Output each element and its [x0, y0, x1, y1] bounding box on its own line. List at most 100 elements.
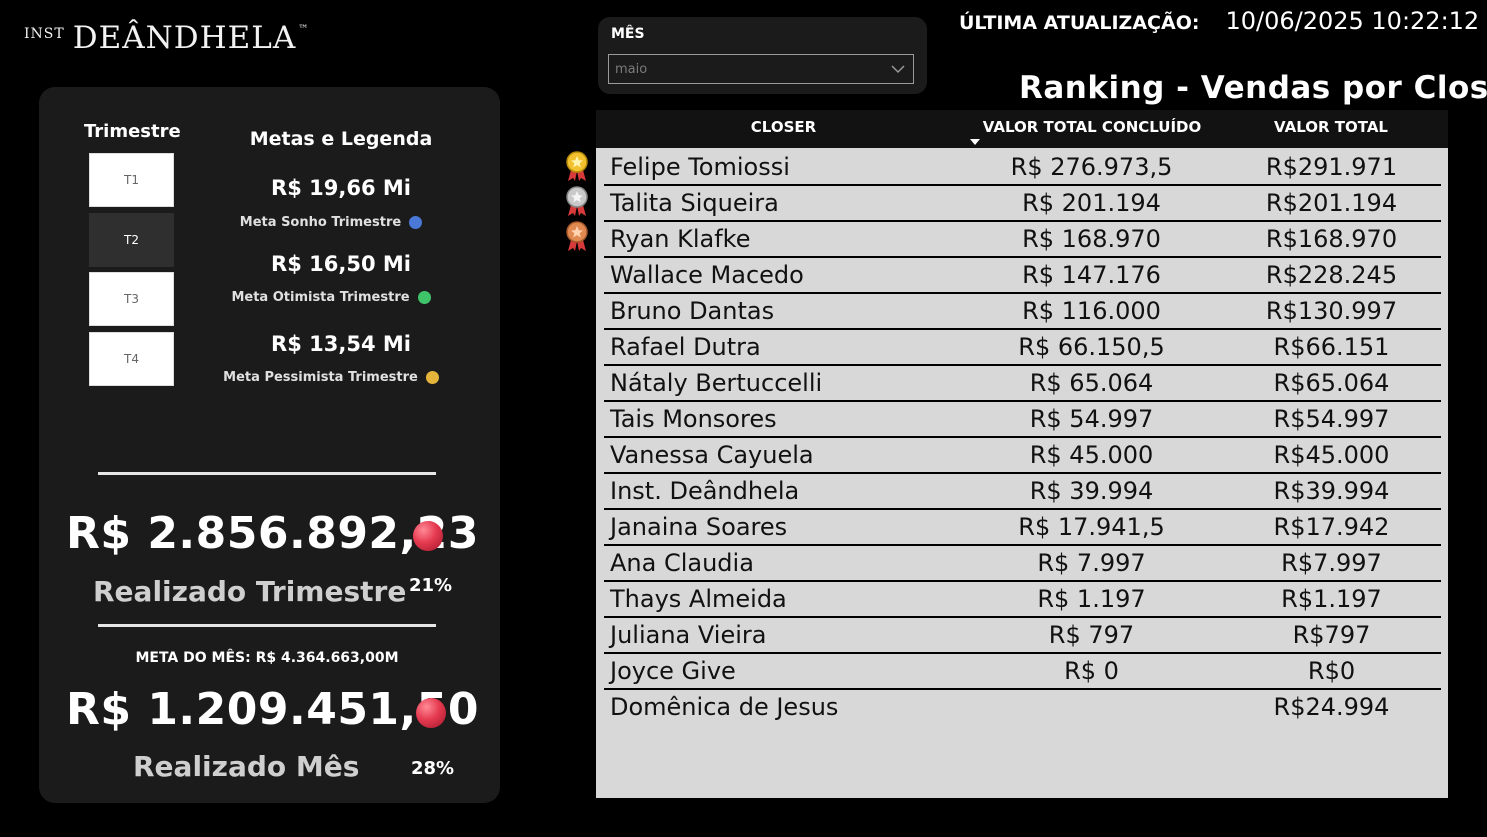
realizado-trimestre-value: R$ 2.856.892,23	[66, 508, 479, 559]
metas-title: Metas e Legenda	[249, 128, 433, 150]
closer-name: Janaina Soares	[610, 513, 788, 541]
last-update-label: ÚLTIMA ATUALIZAÇÃO:	[959, 12, 1200, 34]
table-row[interactable]: Rafael Dutra R$ 66.150,5 R$66.151	[604, 330, 1441, 366]
valor-total-concluido: R$ 45.000	[1029, 441, 1154, 469]
logo-name: DEÂNDHELA	[72, 20, 297, 56]
closer-name: Ryan Klafke	[610, 225, 751, 253]
column-header-valor-concluido[interactable]: VALOR TOTAL CONCLUÍDO	[982, 118, 1202, 136]
realizado-mes-label: Realizado Mês	[133, 750, 360, 783]
gold-medal-icon	[566, 151, 588, 181]
meta-otimista-value: R$ 16,50 Mi	[271, 252, 411, 276]
sort-desc-icon[interactable]	[970, 139, 980, 145]
closer-name: Domênica de Jesus	[610, 693, 839, 721]
realizado-mes-percent: 28%	[411, 758, 455, 779]
meta-otimista-label: Meta Otimista Trimestre	[231, 290, 410, 305]
valor-total-concluido: R$ 65.064	[1029, 369, 1154, 397]
meta-otimista-legend: Meta Otimista Trimestre	[206, 290, 456, 305]
valor-total-concluido: R$ 66.150,5	[1018, 333, 1165, 361]
valor-total: R$228.245	[1265, 261, 1398, 289]
trimestre-title: Trimestre	[84, 121, 181, 142]
trimestre-button-t3[interactable]: T3	[89, 272, 174, 326]
closer-name: Rafael Dutra	[610, 333, 761, 361]
closer-name: Vanessa Cayuela	[610, 441, 814, 469]
valor-total-concluido: R$ 201.194	[1022, 189, 1161, 217]
valor-total: R$130.997	[1265, 297, 1398, 325]
closer-name: Joyce Give	[610, 657, 736, 685]
table-row[interactable]: Talita Siqueira R$ 201.194 R$201.194	[604, 186, 1441, 222]
table-row[interactable]: Joyce Give R$ 0 R$0	[604, 654, 1441, 690]
month-filter: MÊS maio	[598, 17, 927, 94]
valor-total-concluido: R$ 168.970	[1022, 225, 1161, 253]
valor-total: R$54.997	[1273, 405, 1390, 433]
table-row[interactable]: Wallace Macedo R$ 147.176 R$228.245	[604, 258, 1441, 294]
realizado-mes-value: R$ 1.209.451,50	[66, 684, 479, 735]
valor-total: R$797	[1292, 621, 1371, 649]
valor-total-concluido: R$ 1.197	[1037, 585, 1146, 613]
meta-mes-text: META DO MÊS: R$ 4.364.663,00M	[135, 650, 399, 666]
table-row[interactable]: Tais Monsores R$ 54.997 R$54.997	[604, 402, 1441, 438]
valor-total: R$17.942	[1273, 513, 1390, 541]
status-red-icon	[416, 698, 446, 728]
valor-total-concluido: R$ 0	[1064, 657, 1119, 685]
valor-total-concluido: R$ 147.176	[1022, 261, 1161, 289]
valor-total: R$45.000	[1273, 441, 1390, 469]
ranking-table: CLOSER VALOR TOTAL CONCLUÍDO VALOR TOTAL…	[596, 110, 1448, 798]
trimestre-button-t1[interactable]: T1	[89, 153, 174, 207]
meta-pessimista-legend: Meta Pessimista Trimestre	[206, 370, 456, 385]
silver-medal-icon	[566, 186, 588, 216]
divider-top	[98, 472, 436, 475]
valor-total-concluido: R$ 39.994	[1029, 477, 1154, 505]
valor-total-concluido: R$ 797	[1048, 621, 1135, 649]
table-row[interactable]: Nátaly Bertuccelli R$ 65.064 R$65.064	[604, 366, 1441, 402]
valor-total: R$65.064	[1273, 369, 1390, 397]
bronze-medal-icon	[566, 221, 588, 251]
table-row[interactable]: Juliana Vieira R$ 797 R$797	[604, 618, 1441, 654]
valor-total-concluido: R$ 276.973,5	[1010, 153, 1173, 181]
table-row[interactable]: Ryan Klafke R$ 168.970 R$168.970	[604, 222, 1441, 258]
chevron-down-icon	[891, 65, 905, 74]
closer-name: Thays Almeida	[610, 585, 787, 613]
closer-name: Felipe Tomiossi	[610, 153, 790, 181]
closer-name: Juliana Vieira	[610, 621, 767, 649]
meta-pessimista-label: Meta Pessimista Trimestre	[223, 370, 418, 385]
table-row[interactable]: Domênica de Jesus R$24.994	[604, 690, 1441, 726]
table-row[interactable]: Felipe Tomiossi R$ 276.973,5 R$291.971	[604, 150, 1441, 186]
status-red-icon	[413, 521, 443, 551]
meta-pessimista-value: R$ 13,54 Mi	[271, 332, 411, 356]
valor-total: R$7.997	[1281, 549, 1382, 577]
meta-sonho-value: R$ 19,66 Mi	[271, 176, 411, 200]
trimestre-button-t2[interactable]: T2	[89, 213, 174, 267]
valor-total-concluido: R$ 54.997	[1029, 405, 1154, 433]
valor-total: R$0	[1307, 657, 1356, 685]
table-row[interactable]: Janaina Soares R$ 17.941,5 R$17.942	[604, 510, 1441, 546]
month-select[interactable]: maio	[608, 54, 914, 84]
closer-name: Nátaly Bertuccelli	[610, 369, 823, 397]
table-row[interactable]: Inst. Deândhela R$ 39.994 R$39.994	[604, 474, 1441, 510]
divider-bottom	[98, 624, 436, 627]
ranking-title: Ranking - Vendas por Closer	[1019, 70, 1487, 106]
column-header-valor-total[interactable]: VALOR TOTAL	[1274, 118, 1388, 136]
meta-sonho-legend: Meta Sonho Trimestre	[206, 215, 456, 230]
month-filter-label: MÊS	[611, 26, 645, 42]
valor-total: R$39.994	[1273, 477, 1390, 505]
valor-total: R$66.151	[1273, 333, 1390, 361]
logo-prefix: INST	[24, 26, 65, 42]
logo-trademark: ™	[298, 24, 309, 35]
valor-total-concluido: R$ 116.000	[1022, 297, 1161, 325]
closer-name: Wallace Macedo	[610, 261, 804, 289]
valor-total-concluido: R$ 17.941,5	[1018, 513, 1165, 541]
last-update: ÚLTIMA ATUALIZAÇÃO: 10/06/2025 10:22:12	[959, 7, 1479, 35]
green-dot-icon	[417, 291, 431, 304]
yellow-dot-icon	[425, 371, 439, 384]
table-row[interactable]: Thays Almeida R$ 1.197 R$1.197	[604, 582, 1441, 618]
table-row[interactable]: Bruno Dantas R$ 116.000 R$130.997	[604, 294, 1441, 330]
valor-total: R$24.994	[1273, 693, 1390, 721]
table-row[interactable]: Ana Claudia R$ 7.997 R$7.997	[604, 546, 1441, 582]
last-update-value: 10/06/2025 10:22:12	[1225, 7, 1480, 35]
closer-name: Tais Monsores	[610, 405, 777, 433]
trimestre-button-t4[interactable]: T4	[89, 332, 174, 386]
table-row[interactable]: Vanessa Cayuela R$ 45.000 R$45.000	[604, 438, 1441, 474]
closer-name: Talita Siqueira	[610, 189, 779, 217]
valor-total: R$291.971	[1265, 153, 1398, 181]
column-header-closer[interactable]: CLOSER	[750, 118, 817, 136]
